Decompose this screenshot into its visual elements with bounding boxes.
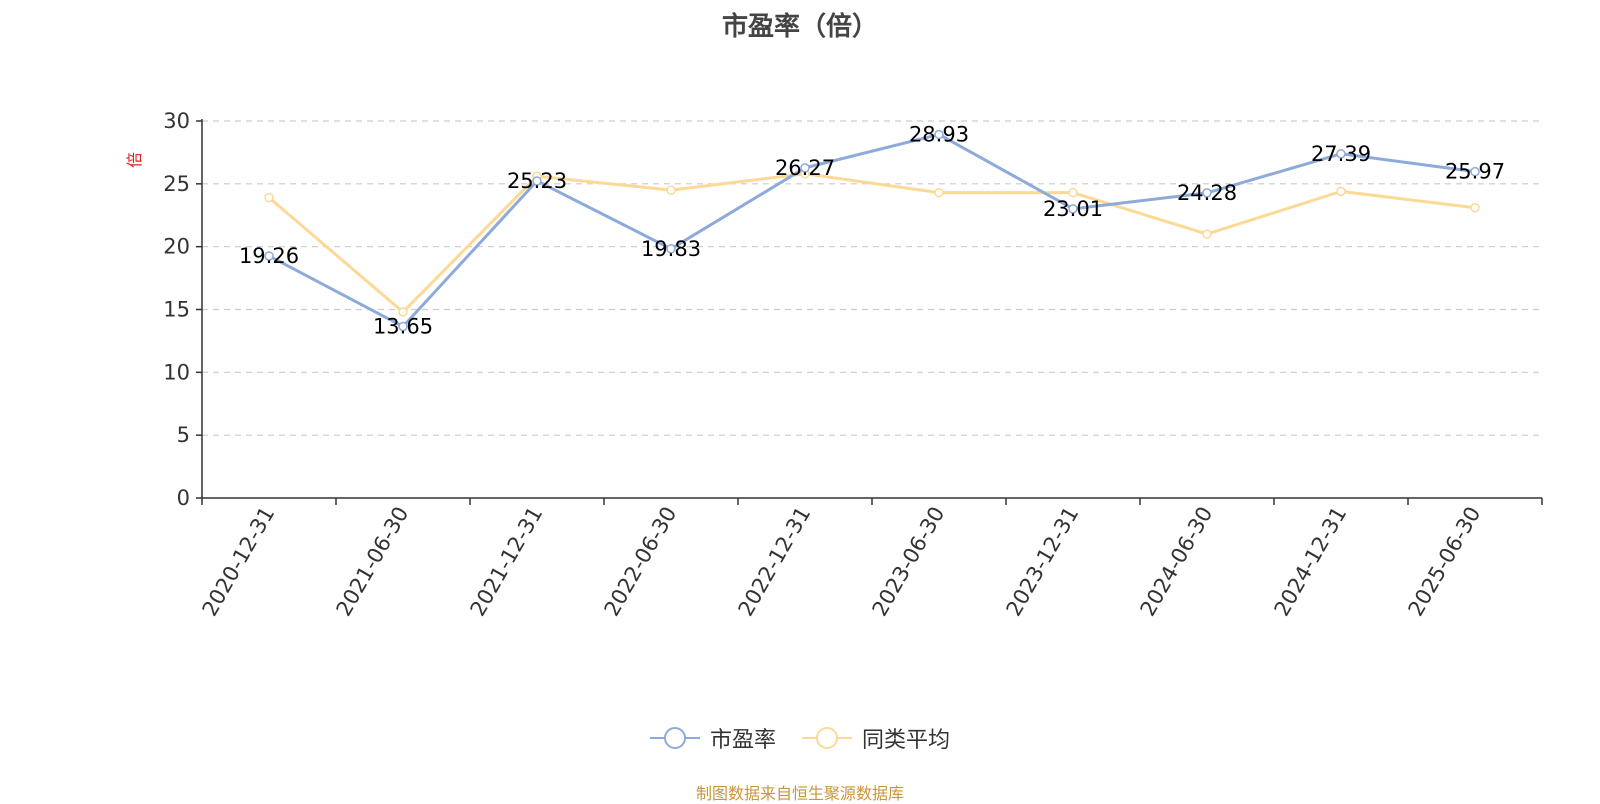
series-1-point-2024-06-30 <box>1202 229 1212 239</box>
data-label-2022-12-31: 26.27 <box>775 156 835 180</box>
series-0-point-2024-12-31 <box>1336 149 1346 159</box>
series-1-point-2020-12-31 <box>264 192 274 203</box>
series-1-point-2023-06-30 <box>934 187 944 198</box>
y-tick-label-20: 20 <box>163 235 190 259</box>
x-tick-label-2023-12-31: 2023-12-31 <box>1002 503 1084 621</box>
legend-item-peer-average[interactable]: 同类平均 <box>802 722 950 754</box>
series-lines <box>264 129 1480 332</box>
series-0-point-2024-06-30 <box>1202 188 1212 198</box>
y-tick-label-0: 0 <box>177 486 190 510</box>
chart-title: 市盈率（倍） <box>721 12 878 42</box>
series-0-point-2023-12-31 <box>1068 204 1078 214</box>
data-label-2021-12-31: 25.23 <box>507 169 567 193</box>
x-tick-label-2025-06-30: 2025-06-30 <box>1404 503 1486 621</box>
legend-item-pe[interactable]: 市盈率 <box>649 722 776 754</box>
series-0-point-2023-06-30 <box>934 129 944 140</box>
series-line-0 <box>268 132 1476 328</box>
series-1-point-2022-06-30 <box>666 185 676 195</box>
legend-label-pe: 市盈率 <box>709 728 776 753</box>
series-0-point-2021-12-31 <box>532 176 542 186</box>
data-label-2024-06-30: 24.28 <box>1177 181 1237 205</box>
series-1-point-2024-12-31 <box>1336 186 1346 197</box>
legend-marker-peer-average-icon <box>802 727 852 749</box>
data-labels: 19.26 13.65 25.23 19.83 26.27 28.93 23.01 24.28… <box>239 122 1505 338</box>
data-label-2021-06-30: 13.65 <box>373 314 433 338</box>
series-0-point-2025-06-30 <box>1470 166 1480 177</box>
series-1-point-2023-12-31 <box>1068 187 1078 198</box>
grid-lines <box>202 120 1542 436</box>
data-label-2024-12-31: 27.39 <box>1311 142 1371 166</box>
y-tick-label-5: 5 <box>177 423 190 447</box>
x-tick-label-2022-12-31: 2022-12-31 <box>734 503 816 621</box>
series-0-point-2022-12-31 <box>800 163 810 173</box>
series-1-point-2021-06-30 <box>398 307 408 317</box>
source-note: 制图数据来自恒生聚源数据库 <box>695 784 904 803</box>
data-label-2025-06-30: 25.97 <box>1445 160 1505 184</box>
series-0-point-2021-06-30 <box>398 321 408 332</box>
x-tick-label-2024-12-31: 2024-12-31 <box>1270 503 1352 621</box>
x-tick-label-2022-06-30: 2022-06-30 <box>600 503 682 621</box>
legend-label-peer-average: 同类平均 <box>862 728 951 753</box>
x-tick-label-2024-06-30: 2024-06-30 <box>1136 503 1218 621</box>
x-tick-label-2023-06-30: 2023-06-30 <box>868 503 950 621</box>
y-tick-label-25: 25 <box>163 172 190 196</box>
y-axis-unit-label: 倍 <box>125 152 144 168</box>
data-label-2022-06-30: 19.83 <box>641 237 701 261</box>
y-tick-label-10: 10 <box>163 360 190 384</box>
x-tick-label-2020-12-31: 2020-12-31 <box>198 503 280 621</box>
data-label-2023-06-30: 28.93 <box>909 122 969 146</box>
series-0-point-2022-06-30 <box>666 244 676 254</box>
legend-marker-pe-icon <box>649 727 700 749</box>
series-line-1 <box>268 172 1476 314</box>
y-tick-label-30: 30 <box>163 109 190 133</box>
x-tick-label-2021-06-30: 2021-06-30 <box>332 503 414 621</box>
y-tick-label-15: 15 <box>163 298 190 322</box>
data-label-2023-12-31: 23.01 <box>1043 197 1103 221</box>
data-label-2020-12-31: 19.26 <box>239 244 299 268</box>
series-0-point-2020-12-31 <box>264 251 274 261</box>
axes: 0 5 10 15 20 25 30 2020-12-31 2021-06-30 2021-12-… <box>163 109 1543 621</box>
legend: 市盈率 同类平均 <box>0 722 1600 754</box>
series-1-point-2025-06-30 <box>1470 202 1480 213</box>
x-tick-label-2021-12-31: 2021-12-31 <box>466 503 548 621</box>
